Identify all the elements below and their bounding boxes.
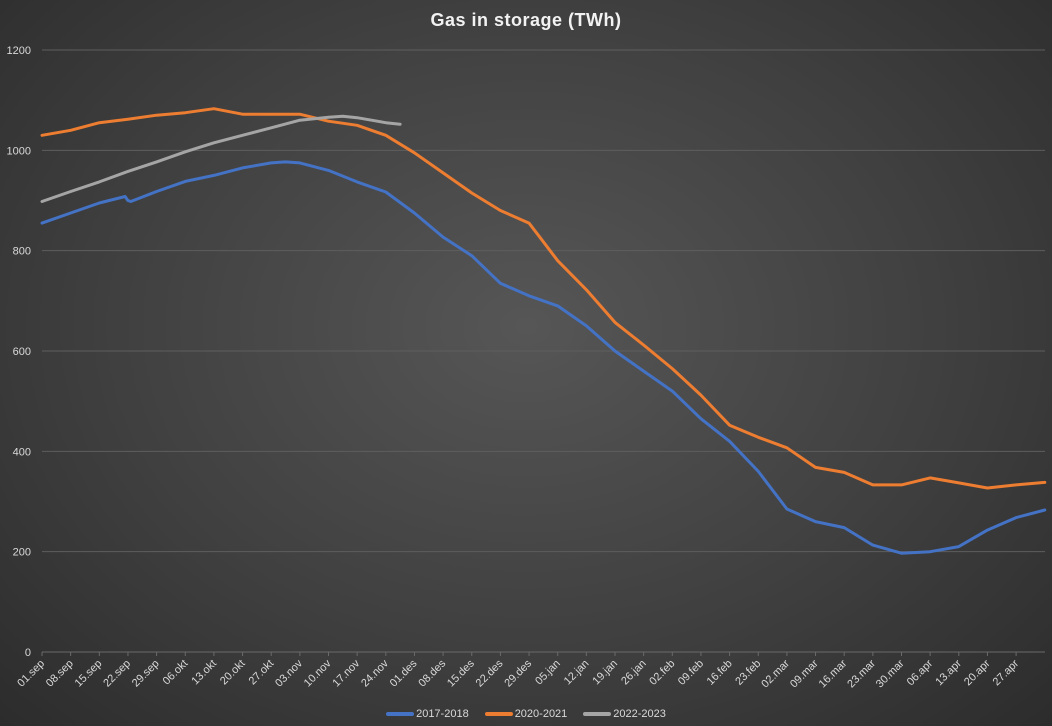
x-tick-label: 20.apr xyxy=(962,657,993,688)
x-tick-label: 01.sep xyxy=(15,658,47,690)
x-tick-label: 03.nov xyxy=(273,657,305,689)
x-tick-label: 16.feb xyxy=(705,658,735,688)
x-tick-label: 12.jan xyxy=(562,658,592,688)
x-tick-label: 13.okt xyxy=(189,658,219,688)
x-tick-label: 29.sep xyxy=(130,658,162,690)
legend-label: 2020-2021 xyxy=(514,708,568,720)
y-tick-label: 1200 xyxy=(7,45,31,57)
y-tick-label: 0 xyxy=(25,647,31,659)
legend-swatch xyxy=(484,712,513,716)
series-line-2020-2021 xyxy=(40,107,1047,490)
x-tick-label: 05.jan xyxy=(533,658,563,688)
x-tick-label: 24.nov xyxy=(359,657,391,689)
x-tick-label: 15.des xyxy=(445,657,477,689)
x-tick-label: 02.feb xyxy=(647,658,677,688)
legend-swatch xyxy=(583,712,612,716)
y-tick-label: 200 xyxy=(13,547,31,559)
x-tick-label: 17.nov xyxy=(330,657,362,689)
legend-swatch xyxy=(386,712,415,716)
x-tick-label: 22.sep xyxy=(101,658,133,690)
legend: 2017-2018 2020-2021 2022-2023 xyxy=(0,708,1052,720)
x-tick-label: 30.mar xyxy=(874,657,907,690)
x-tick-label: 16.mar xyxy=(817,657,850,690)
y-tick-label: 400 xyxy=(13,446,31,458)
x-tick-label: 08.sep xyxy=(44,658,76,690)
x-tick-label: 09.mar xyxy=(788,657,821,690)
x-tick-label: 06.okt xyxy=(161,658,191,688)
x-tick-label: 09.feb xyxy=(676,658,706,688)
x-tick-label: 08.des xyxy=(416,657,448,689)
y-tick-label: 800 xyxy=(13,246,31,258)
x-tick-label: 02.mar xyxy=(759,657,792,690)
y-tick-label: 1000 xyxy=(7,145,31,157)
chart-title: Gas in storage (TWh) xyxy=(430,10,622,30)
x-tick-label: 27.apr xyxy=(991,657,1022,688)
x-tick-label: 23.feb xyxy=(733,658,763,688)
legend-label: 2017-2018 xyxy=(416,708,469,720)
x-tick-label: 23.mar xyxy=(845,657,878,690)
x-tick-label: 20.okt xyxy=(218,658,248,688)
x-tick-label: 22.des xyxy=(474,657,506,689)
x-tick-label: 19.jan xyxy=(590,658,620,688)
x-tick-label: 27.okt xyxy=(247,658,277,688)
x-tick-label: 29.des xyxy=(502,657,534,689)
legend-item-2020-2021[interactable]: 2020-2021 xyxy=(484,708,568,720)
series-line-2017-2018 xyxy=(40,160,1047,555)
x-tick-label: 06.apr xyxy=(905,657,936,688)
legend-item-2022-2023[interactable]: 2022-2023 xyxy=(583,708,666,720)
x-tick-label: 15.sep xyxy=(73,658,105,690)
x-tick-label: 01.des xyxy=(388,657,420,689)
x-tick-label: 10.nov xyxy=(302,657,334,689)
x-tick-label: 26.jan xyxy=(619,658,649,688)
series-line-2022-2023 xyxy=(40,114,402,203)
x-tick-label: 13.apr xyxy=(933,657,964,688)
y-tick-label: 600 xyxy=(13,346,31,358)
legend-label: 2022-2023 xyxy=(613,708,666,720)
legend-item-2017-2018[interactable]: 2017-2018 xyxy=(386,708,469,720)
